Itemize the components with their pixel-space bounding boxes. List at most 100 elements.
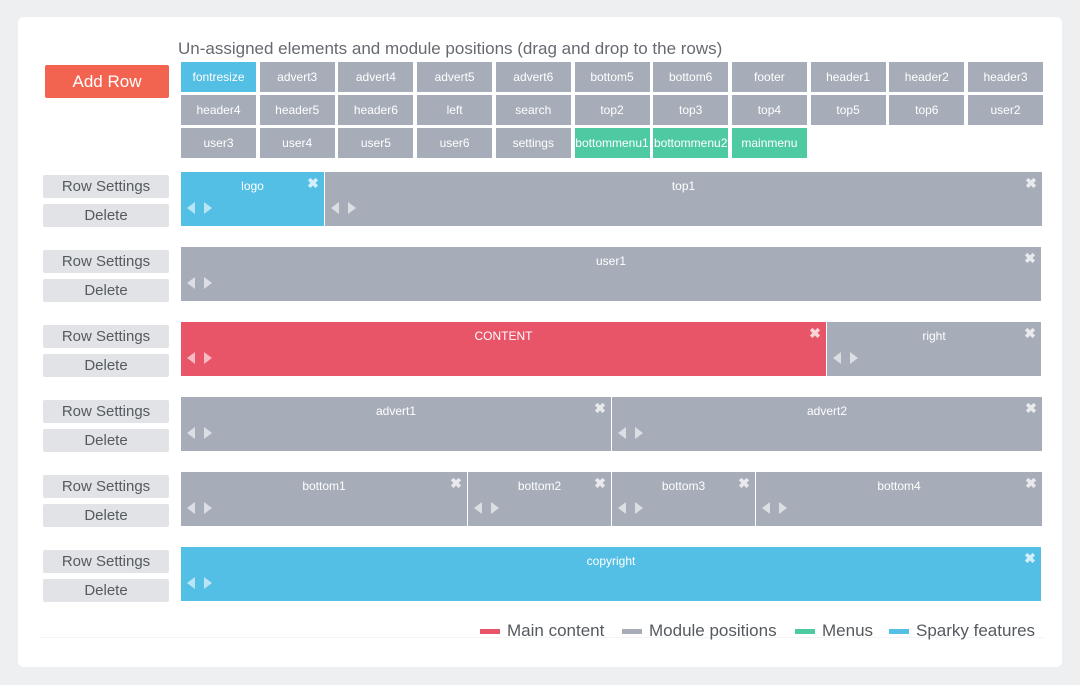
shrink-left-arrow-icon[interactable]: [187, 202, 195, 214]
delete-row-button[interactable]: Delete: [43, 579, 169, 602]
unassigned-element-top6[interactable]: top6: [889, 95, 965, 125]
unassigned-element-search[interactable]: search: [495, 95, 571, 125]
layout-row: copyright ✖: [181, 547, 1042, 601]
expand-right-arrow-icon[interactable]: [635, 427, 643, 439]
row-settings-button[interactable]: Row Settings: [43, 550, 169, 573]
row-module-user1[interactable]: user1 ✖: [181, 247, 1042, 301]
delete-row-button[interactable]: Delete: [43, 279, 169, 302]
delete-row-button[interactable]: Delete: [43, 204, 169, 227]
unassigned-element-user3[interactable]: user3: [181, 128, 256, 158]
row-settings-button[interactable]: Row Settings: [43, 400, 169, 423]
unassigned-element-user2[interactable]: user2: [968, 95, 1043, 125]
close-icon[interactable]: ✖: [738, 475, 750, 491]
unassigned-element-mainmenu[interactable]: mainmenu: [731, 128, 807, 158]
delete-row-button[interactable]: Delete: [43, 354, 169, 377]
unassigned-element-bottom5[interactable]: bottom5: [574, 62, 650, 92]
close-icon[interactable]: ✖: [307, 175, 319, 191]
unassigned-element-top3[interactable]: top3: [653, 95, 729, 125]
unassigned-element-settings[interactable]: settings: [495, 128, 571, 158]
expand-right-arrow-icon[interactable]: [204, 277, 212, 289]
unassigned-element-footer[interactable]: footer: [731, 62, 807, 92]
unassigned-element-bottommenu2[interactable]: bottommenu2: [653, 128, 729, 158]
unassigned-element-header5[interactable]: header5: [259, 95, 335, 125]
shrink-left-arrow-icon[interactable]: [187, 352, 195, 364]
row-module-top1[interactable]: top1 ✖: [325, 172, 1043, 226]
row-module-logo[interactable]: logo ✖: [181, 172, 325, 226]
add-row-button[interactable]: Add Row: [45, 65, 169, 98]
unassigned-element-advert6[interactable]: advert6: [495, 62, 571, 92]
unassigned-element-header3[interactable]: header3: [968, 62, 1043, 92]
close-icon[interactable]: ✖: [1025, 475, 1037, 491]
unassigned-element-top4[interactable]: top4: [731, 95, 807, 125]
close-icon[interactable]: ✖: [1024, 550, 1036, 566]
row-module-bottom1[interactable]: bottom1 ✖: [181, 472, 468, 526]
unassigned-element-header6[interactable]: header6: [338, 95, 414, 125]
unassigned-element-advert3[interactable]: advert3: [259, 62, 335, 92]
legend-label: Module positions: [649, 621, 777, 640]
unassigned-element-user4[interactable]: user4: [259, 128, 335, 158]
row-module-bottom2[interactable]: bottom2 ✖: [468, 472, 612, 526]
expand-right-arrow-icon[interactable]: [204, 427, 212, 439]
row-settings-button[interactable]: Row Settings: [43, 325, 169, 348]
unassigned-element-bottom6[interactable]: bottom6: [653, 62, 729, 92]
expand-right-arrow-icon[interactable]: [850, 352, 858, 364]
expand-right-arrow-icon[interactable]: [779, 502, 787, 514]
shrink-left-arrow-icon[interactable]: [618, 427, 626, 439]
shrink-left-arrow-icon[interactable]: [187, 502, 195, 514]
row-module-content[interactable]: CONTENT ✖: [181, 322, 827, 376]
shrink-left-arrow-icon[interactable]: [833, 352, 841, 364]
unassigned-element-left[interactable]: left: [417, 95, 493, 125]
unassigned-element-user6[interactable]: user6: [417, 128, 493, 158]
unassigned-element-fontresize[interactable]: fontresize: [181, 62, 256, 92]
unassigned-element-header1[interactable]: header1: [810, 62, 886, 92]
delete-row-button[interactable]: Delete: [43, 504, 169, 527]
shrink-left-arrow-icon[interactable]: [331, 202, 339, 214]
expand-right-arrow-icon[interactable]: [204, 352, 212, 364]
layout-row: CONTENT ✖ right ✖: [181, 322, 1042, 376]
legend-label: Main content: [507, 621, 605, 640]
unassigned-element-header4[interactable]: header4: [181, 95, 256, 125]
close-icon[interactable]: ✖: [594, 400, 606, 416]
close-icon[interactable]: ✖: [1024, 250, 1036, 266]
row-module-copyright[interactable]: copyright ✖: [181, 547, 1042, 601]
close-icon[interactable]: ✖: [1025, 400, 1037, 416]
shrink-left-arrow-icon[interactable]: [187, 577, 195, 589]
expand-right-arrow-icon[interactable]: [491, 502, 499, 514]
unassigned-element-top2[interactable]: top2: [574, 95, 650, 125]
legend-item-menus: Menus: [795, 621, 873, 641]
close-icon[interactable]: ✖: [809, 325, 821, 341]
unassigned-element-user5[interactable]: user5: [338, 128, 414, 158]
expand-right-arrow-icon[interactable]: [204, 577, 212, 589]
close-icon[interactable]: ✖: [594, 475, 606, 491]
row-settings-button[interactable]: Row Settings: [43, 175, 169, 198]
shrink-left-arrow-icon[interactable]: [618, 502, 626, 514]
unassigned-element-header2[interactable]: header2: [889, 62, 965, 92]
row-module-advert1[interactable]: advert1 ✖: [181, 397, 612, 451]
close-icon[interactable]: ✖: [450, 475, 462, 491]
expand-right-arrow-icon[interactable]: [204, 502, 212, 514]
shrink-left-arrow-icon[interactable]: [187, 427, 195, 439]
module-label: top1: [671, 179, 696, 193]
delete-row-button[interactable]: Delete: [43, 429, 169, 452]
close-icon[interactable]: ✖: [1024, 325, 1036, 341]
shrink-left-arrow-icon[interactable]: [187, 277, 195, 289]
row-module-right[interactable]: right ✖: [827, 322, 1042, 376]
expand-right-arrow-icon[interactable]: [204, 202, 212, 214]
unassigned-element-top5[interactable]: top5: [810, 95, 886, 125]
close-icon[interactable]: ✖: [1025, 175, 1037, 191]
legend-swatch: [889, 628, 909, 634]
row-settings-button[interactable]: Row Settings: [43, 250, 169, 273]
unassigned-element-bottommenu1[interactable]: bottommenu1: [574, 128, 650, 158]
shrink-left-arrow-icon[interactable]: [762, 502, 770, 514]
unassigned-element-advert5[interactable]: advert5: [417, 62, 493, 92]
row-settings-button[interactable]: Row Settings: [43, 475, 169, 498]
row-module-advert2[interactable]: advert2 ✖: [612, 397, 1043, 451]
row-module-bottom4[interactable]: bottom4 ✖: [756, 472, 1043, 526]
module-label: advert1: [375, 404, 417, 418]
row-module-bottom3[interactable]: bottom3 ✖: [612, 472, 756, 526]
expand-right-arrow-icon[interactable]: [635, 502, 643, 514]
unassigned-element-advert4[interactable]: advert4: [338, 62, 414, 92]
layout-row: logo ✖ top1 ✖: [181, 172, 1043, 226]
expand-right-arrow-icon[interactable]: [348, 202, 356, 214]
shrink-left-arrow-icon[interactable]: [474, 502, 482, 514]
